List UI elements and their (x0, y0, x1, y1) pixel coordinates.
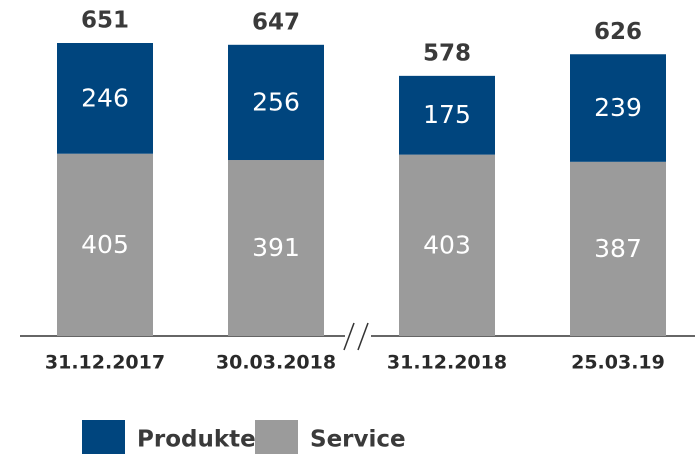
x-tick-label: 31.12.2018 (387, 352, 507, 374)
segment-label: 405 (81, 230, 129, 259)
bar-segment (570, 54, 666, 162)
legend-swatch (255, 420, 298, 454)
bar-segment (228, 160, 324, 336)
bar-segment (57, 43, 153, 154)
axis-break (343, 322, 355, 351)
segment-label: 246 (81, 83, 129, 112)
segment-label: 403 (423, 230, 471, 259)
segment-label: 175 (423, 100, 471, 129)
bar-segment (399, 75, 495, 155)
segment-label: 239 (594, 93, 642, 122)
bar-segment (228, 44, 324, 161)
legend-label: Produkte (137, 427, 256, 453)
x-tick-label: 31.12.2017 (45, 352, 165, 374)
segment-label: 387 (594, 234, 642, 263)
segment-label: 256 (252, 87, 300, 116)
bar-segment (399, 154, 495, 336)
bar-segment (57, 153, 153, 336)
legend-swatch (82, 420, 125, 454)
total-label: 647 (252, 9, 300, 35)
total-label: 651 (81, 8, 129, 34)
total-label: 578 (423, 40, 471, 66)
segment-label: 391 (252, 233, 300, 262)
axis-break (357, 322, 369, 351)
total-label: 626 (594, 19, 642, 45)
x-tick-label: 25.03.19 (571, 352, 665, 374)
bar-segment (570, 161, 666, 336)
x-tick-label: 30.03.2018 (216, 352, 336, 374)
legend-label: Service (310, 427, 406, 453)
